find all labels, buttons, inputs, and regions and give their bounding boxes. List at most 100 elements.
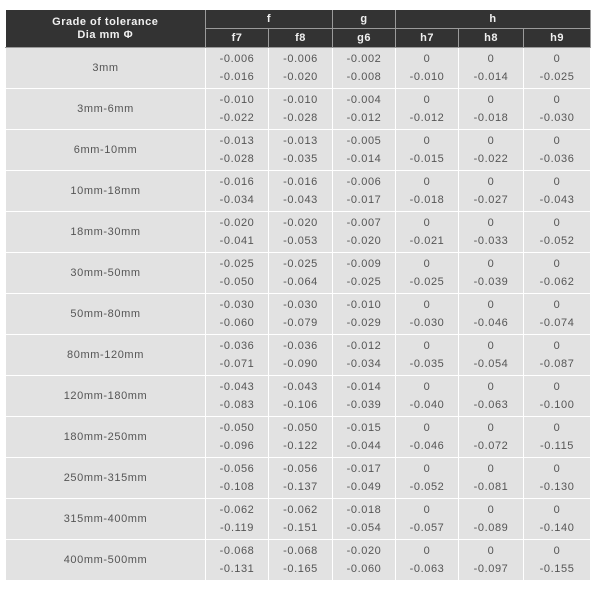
lower-deviation: -0.025 bbox=[409, 276, 445, 288]
tolerance-cell-h7: 0 -0.035 bbox=[395, 334, 460, 376]
upper-deviation: -0.015 bbox=[346, 422, 382, 434]
tolerance-cell-h7: 0 -0.015 bbox=[395, 129, 460, 171]
group-header-f: f bbox=[204, 10, 334, 29]
lower-deviation: -0.131 bbox=[219, 563, 255, 575]
upper-deviation: 0 bbox=[553, 463, 561, 475]
upper-deviation: 0 bbox=[487, 53, 495, 65]
upper-deviation: 0 bbox=[423, 504, 431, 516]
tolerance-table: Grade of tolerance Dia mm Φ f g h f7 f8 … bbox=[5, 10, 592, 581]
tolerance-cell-g6: -0.002 -0.008 bbox=[332, 47, 397, 89]
tolerance-cell-h9: 0 -0.052 bbox=[523, 211, 592, 253]
lower-deviation: -0.050 bbox=[219, 276, 255, 288]
upper-deviation: -0.030 bbox=[219, 299, 255, 311]
tolerance-cell-h9: 0 -0.140 bbox=[523, 498, 592, 540]
tolerance-cell-f8: -0.068 -0.165 bbox=[267, 539, 334, 581]
lower-deviation: -0.034 bbox=[346, 358, 382, 370]
lower-deviation: -0.063 bbox=[473, 399, 509, 411]
upper-deviation: -0.020 bbox=[283, 217, 318, 229]
lower-deviation: -0.017 bbox=[346, 194, 382, 206]
upper-deviation: 0 bbox=[553, 422, 561, 434]
lower-deviation: -0.036 bbox=[539, 153, 575, 165]
upper-deviation: 0 bbox=[423, 463, 431, 475]
tolerance-cell-g6: -0.020 -0.060 bbox=[332, 539, 397, 581]
tolerance-cell-h9: 0 -0.087 bbox=[523, 334, 592, 376]
tolerance-cell-h9: 0 -0.155 bbox=[523, 539, 592, 581]
upper-deviation: -0.030 bbox=[283, 299, 318, 311]
lower-deviation: -0.043 bbox=[283, 194, 318, 206]
lower-deviation: -0.130 bbox=[539, 481, 575, 493]
upper-deviation: -0.068 bbox=[283, 545, 318, 557]
lower-deviation: -0.020 bbox=[346, 235, 382, 247]
lower-deviation: -0.060 bbox=[346, 563, 382, 575]
upper-deviation: -0.020 bbox=[219, 217, 255, 229]
upper-deviation: 0 bbox=[553, 340, 561, 352]
upper-deviation: 0 bbox=[553, 53, 561, 65]
upper-deviation: -0.010 bbox=[219, 94, 255, 106]
upper-deviation: -0.036 bbox=[283, 340, 318, 352]
dia-range-cell: 6mm-10mm bbox=[5, 129, 206, 171]
tolerance-cell-h9: 0 -0.036 bbox=[523, 129, 592, 171]
lower-deviation: -0.046 bbox=[409, 440, 445, 452]
dia-range-cell: 80mm-120mm bbox=[5, 334, 206, 376]
upper-deviation: 0 bbox=[487, 299, 495, 311]
lower-deviation: -0.053 bbox=[283, 235, 318, 247]
table-row: 3mm -0.006 -0.016 -0.006 -0.020 -0.002 -0.008 0… bbox=[5, 47, 592, 89]
lower-deviation: -0.074 bbox=[539, 317, 575, 329]
upper-deviation: -0.062 bbox=[283, 504, 318, 516]
grade-header-line1: Grade of tolerance bbox=[52, 15, 159, 28]
lower-deviation: -0.137 bbox=[283, 481, 318, 493]
upper-deviation: 0 bbox=[553, 135, 561, 147]
tolerance-cell-f7: -0.050 -0.096 bbox=[205, 416, 269, 458]
upper-deviation: -0.025 bbox=[283, 258, 318, 270]
lower-deviation: -0.100 bbox=[539, 399, 575, 411]
tolerance-cell-h8: 0 -0.018 bbox=[458, 88, 525, 130]
tolerance-cell-f8: -0.056 -0.137 bbox=[267, 457, 334, 499]
upper-deviation: -0.013 bbox=[283, 135, 318, 147]
upper-deviation: 0 bbox=[553, 299, 561, 311]
dia-range-cell: 3mm bbox=[5, 47, 206, 89]
lower-deviation: -0.014 bbox=[473, 71, 509, 83]
upper-deviation: -0.050 bbox=[283, 422, 318, 434]
upper-deviation: -0.004 bbox=[346, 94, 382, 106]
tolerance-cell-h9: 0 -0.115 bbox=[523, 416, 592, 458]
lower-deviation: -0.030 bbox=[539, 112, 575, 124]
lower-deviation: -0.022 bbox=[473, 153, 509, 165]
grade-header: Grade of tolerance Dia mm Φ bbox=[5, 10, 206, 48]
lower-deviation: -0.106 bbox=[283, 399, 318, 411]
lower-deviation: -0.035 bbox=[409, 358, 445, 370]
upper-deviation: 0 bbox=[487, 463, 495, 475]
tolerance-cell-h9: 0 -0.025 bbox=[523, 47, 592, 89]
upper-deviation: -0.018 bbox=[346, 504, 382, 516]
upper-deviation: -0.012 bbox=[346, 340, 382, 352]
upper-deviation: 0 bbox=[423, 340, 431, 352]
group-header-h: h bbox=[395, 10, 592, 29]
lower-deviation: -0.122 bbox=[283, 440, 318, 452]
upper-deviation: 0 bbox=[553, 176, 561, 188]
tolerance-cell-f7: -0.010 -0.022 bbox=[205, 88, 269, 130]
upper-deviation: 0 bbox=[423, 381, 431, 393]
upper-deviation: 0 bbox=[423, 258, 431, 270]
table-row: 6mm-10mm -0.013 -0.028 -0.013 -0.035 -0.005 -0… bbox=[5, 129, 592, 171]
lower-deviation: -0.028 bbox=[219, 153, 255, 165]
tolerance-cell-g6: -0.018 -0.054 bbox=[332, 498, 397, 540]
upper-deviation: -0.056 bbox=[283, 463, 318, 475]
tolerance-cell-f8: -0.062 -0.151 bbox=[267, 498, 334, 540]
tolerance-cell-f8: -0.006 -0.020 bbox=[267, 47, 334, 89]
tolerance-cell-f7: -0.016 -0.034 bbox=[205, 170, 269, 212]
tolerance-cell-h7: 0 -0.010 bbox=[395, 47, 460, 89]
lower-deviation: -0.018 bbox=[473, 112, 509, 124]
tolerance-cell-h7: 0 -0.030 bbox=[395, 293, 460, 335]
tolerance-cell-h7: 0 -0.021 bbox=[395, 211, 460, 253]
dia-range-cell: 315mm-400mm bbox=[5, 498, 206, 540]
upper-deviation: -0.062 bbox=[219, 504, 255, 516]
upper-deviation: -0.016 bbox=[219, 176, 255, 188]
lower-deviation: -0.063 bbox=[409, 563, 445, 575]
tolerance-cell-f7: -0.043 -0.083 bbox=[205, 375, 269, 417]
tolerance-cell-f8: -0.020 -0.053 bbox=[267, 211, 334, 253]
tolerance-cell-f7: -0.068 -0.131 bbox=[205, 539, 269, 581]
tolerance-cell-f8: -0.016 -0.043 bbox=[267, 170, 334, 212]
tolerance-cell-h8: 0 -0.072 bbox=[458, 416, 525, 458]
tolerance-cell-f7: -0.013 -0.028 bbox=[205, 129, 269, 171]
dia-range-cell: 250mm-315mm bbox=[5, 457, 206, 499]
lower-deviation: -0.030 bbox=[409, 317, 445, 329]
